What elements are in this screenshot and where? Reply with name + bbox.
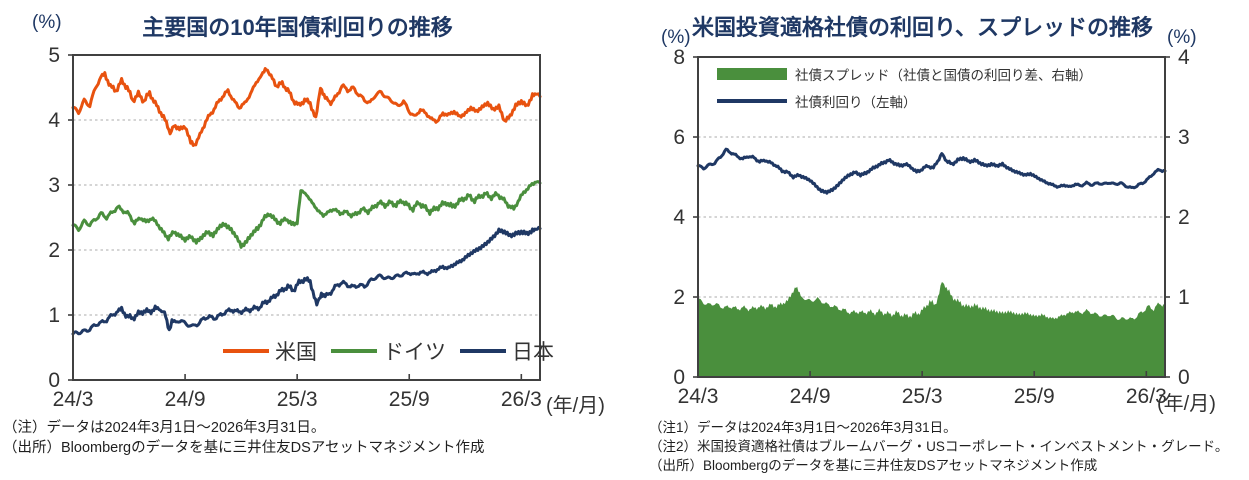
right-chart-legend: 社債スプレッド（社債と国債の利回り差、右軸） 社債利回り（左軸） — [713, 64, 1092, 111]
right-chart-panel: 米国投資適格社債の利回り、スプレッドの推移 (%) (%) 24/3 24/9 25… — [625, 0, 1249, 480]
legend-label-yield: 社債利回り（左軸） — [795, 95, 917, 110]
legend-item-yield: 社債利回り（左軸） — [713, 91, 1092, 111]
x-tick-label: 24/3 — [53, 388, 94, 411]
us-line-swatch — [223, 349, 269, 353]
right-chart-x-axis-suffix: (年/月) — [1157, 393, 1216, 415]
x-tick-label: 24/9 — [790, 385, 831, 408]
japan-line-swatch — [460, 349, 506, 353]
legend-label-japan: 日本 — [512, 341, 554, 364]
x-tick-label: 26/3 — [1126, 385, 1167, 408]
y-tick-label-left: 4 — [673, 206, 685, 229]
x-tick-label: 25/9 — [1014, 385, 1055, 408]
x-tick-label: 25/3 — [902, 385, 943, 408]
left-chart-footnotes: （注）データは2024年3月1日～2026年3月31日。 （出所）Bloombe… — [3, 419, 484, 458]
series-line — [71, 226, 542, 336]
y-tick-label-left: 5 — [48, 44, 60, 67]
right-chart-right-unit-label: (%) — [1167, 27, 1197, 48]
yield-swatch-cell — [713, 99, 791, 103]
series-line — [71, 180, 542, 249]
y-tick-label-right: 4 — [1178, 46, 1190, 69]
x-tick-label: 24/3 — [678, 385, 719, 408]
left-chart-plot: 24/3 24/9 25/3 25/9 26/3 0 1 2 3 4 5 — [48, 44, 542, 411]
legend-label-germany: ドイツ — [383, 341, 446, 364]
y-tick-label-left: 0 — [673, 366, 685, 389]
right-chart-footnotes: （注1）データは2024年3月1日～2026年3月31日。 （注2）米国投資適格… — [649, 418, 1228, 475]
left-chart-panel: 主要国の10年国債利回りの推移 (%) 24/3 24/9 25/3 25/9 26/3… — [3, 12, 605, 458]
right-chart-note-2: （注2）米国投資適格社債はブルームバーグ・USコーポレート・インベストメント・グ… — [649, 439, 1229, 454]
y-tick-label-right: 1 — [1178, 286, 1190, 309]
right-chart-note-1: （注1）データは2024年3月1日～2026年3月31日。 — [649, 420, 957, 435]
legend-item-spread: 社債スプレッド（社債と国債の利回り差、右軸） — [713, 64, 1092, 84]
left-chart-unit-label: (%) — [32, 12, 62, 33]
series-line — [696, 147, 1167, 195]
left-chart-legend: 米国 ドイツ 日本 — [223, 336, 554, 366]
legend-item-germany: ドイツ — [331, 336, 446, 366]
y-tick-label-left: 0 — [48, 369, 60, 392]
x-tick-label: 24/9 — [165, 388, 206, 411]
y-tick-label-left: 2 — [48, 239, 60, 262]
y-tick-label-right: 2 — [1178, 206, 1190, 229]
x-tick-label: 25/9 — [389, 388, 430, 411]
legend-label-spread: 社債スプレッド（社債と国債の利回り差、右軸） — [795, 68, 1092, 83]
left-chart-source-note: （出所）Bloombergのデータを基に三井住友DSアセットマネジメント作成 — [3, 439, 485, 456]
spread-swatch-cell — [713, 68, 791, 80]
left-chart-title: 主要国の10年国債利回りの推移 — [142, 15, 453, 40]
series-line — [71, 67, 542, 147]
yield-line-swatch — [717, 99, 787, 103]
series-area — [698, 282, 1165, 377]
y-tick-label-left: 4 — [48, 109, 60, 132]
axis-box — [72, 54, 541, 381]
y-tick-label-right: 0 — [1178, 366, 1190, 389]
left-chart-x-axis-suffix: (年/月) — [546, 395, 605, 417]
x-tick-label: 25/3 — [277, 388, 318, 411]
legend-label-us: 米国 — [275, 341, 317, 364]
legend-item-japan: 日本 — [460, 336, 554, 366]
left-chart-note-1: （注）データは2024年3月1日～2026年3月31日。 — [3, 420, 326, 436]
y-tick-label-left: 8 — [673, 46, 685, 69]
y-tick-label-left: 3 — [48, 174, 60, 197]
right-chart-left-unit-label: (%) — [661, 27, 691, 48]
legend-item-us: 米国 — [223, 336, 317, 366]
right-chart-plot: 24/3 24/9 25/3 25/9 26/3 0 2 4 6 8 0 1 2 3 4 — [673, 46, 1190, 408]
right-chart-title: 米国投資適格社債の利回り、スプレッドの推移 — [691, 15, 1154, 40]
spread-area-swatch — [717, 68, 787, 80]
right-chart-source-note: （出所）Bloombergのデータを基に三井住友DSアセットマネジメント作成 — [649, 458, 1098, 473]
y-tick-label-right: 3 — [1178, 126, 1190, 149]
x-tick-label: 26/3 — [501, 388, 542, 411]
y-tick-label-left: 2 — [673, 286, 685, 309]
y-tick-label-left: 6 — [673, 126, 685, 149]
germany-line-swatch — [331, 349, 377, 353]
y-tick-label-left: 1 — [48, 304, 60, 327]
